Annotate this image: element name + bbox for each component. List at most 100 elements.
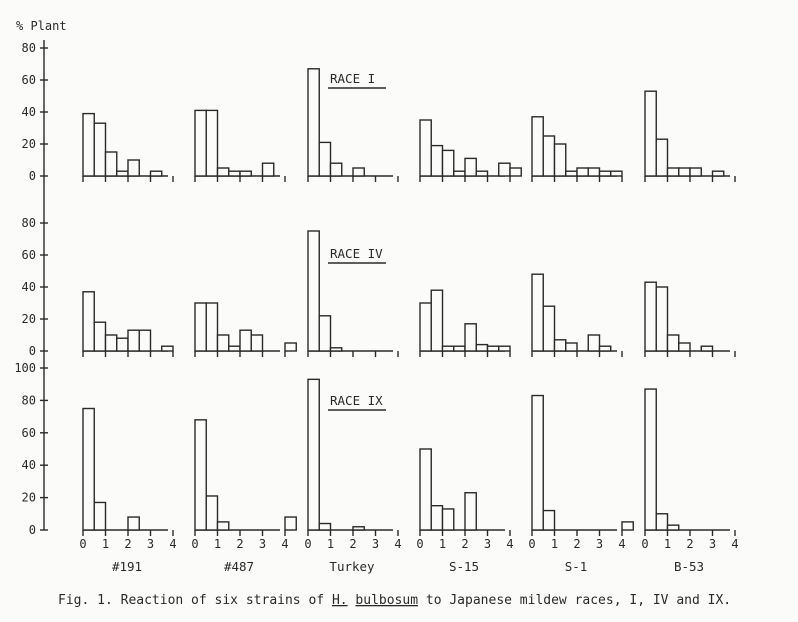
bar <box>621 521 634 531</box>
bar <box>104 334 118 352</box>
bar <box>598 345 612 352</box>
bar <box>205 495 219 531</box>
bar <box>678 342 691 352</box>
x-tick-label: 3 <box>596 537 603 551</box>
bar <box>138 329 152 352</box>
bar <box>553 339 567 352</box>
y-tick-label: 80 <box>22 393 36 407</box>
x-tick-label: 1 <box>214 537 221 551</box>
bar <box>194 109 207 177</box>
y-tick-label: 60 <box>22 73 36 87</box>
x-tick-label: 0 <box>641 537 648 551</box>
bar <box>329 162 343 177</box>
bar <box>542 509 556 531</box>
x-tick-label: 0 <box>304 537 311 551</box>
y-tick-label: 40 <box>22 105 36 119</box>
bar <box>700 345 714 352</box>
bar <box>430 289 444 352</box>
bar <box>194 419 207 531</box>
strain-label: S-15 <box>449 559 479 574</box>
panel-Turkey <box>307 68 399 182</box>
x-tick-labels-#487: 0 1 2 3 4 <box>191 537 288 551</box>
x-tick-label: 4 <box>169 537 176 551</box>
bar <box>644 90 657 177</box>
bar <box>149 170 163 177</box>
panel-Turkey <box>307 378 399 536</box>
panel-#487 <box>194 109 286 182</box>
panel-B-53 <box>644 90 736 182</box>
panel-B-53 <box>644 281 736 357</box>
bar <box>82 291 95 352</box>
caption-underlined-text: H. <box>332 593 348 608</box>
strain-label: Turkey <box>329 559 375 574</box>
bar <box>598 170 612 177</box>
x-tick-label: 2 <box>124 537 131 551</box>
strain-label: #487 <box>224 559 254 574</box>
bar <box>307 230 320 352</box>
bar <box>161 345 174 352</box>
bar <box>194 302 207 352</box>
x-tick-labels-S-1: 0 1 2 3 4 <box>528 537 625 551</box>
caption-text-part: Fig. 1. Reaction of six strains of <box>58 593 332 608</box>
panel-B-53 <box>644 388 736 536</box>
bar <box>216 167 230 177</box>
strain-label: #191 <box>112 559 142 574</box>
caption-underlined-text: bulbosum <box>355 593 418 608</box>
panel-S-1 <box>531 116 623 182</box>
bar <box>261 162 275 177</box>
race-label: RACE IV <box>330 246 383 261</box>
x-tick-labels-S-15: 0 1 2 3 4 <box>416 537 513 551</box>
x-tick-label: 4 <box>731 537 738 551</box>
panel-S-1 <box>531 273 623 357</box>
panel-#487 <box>194 419 297 536</box>
bar <box>127 159 140 177</box>
y-tick-label: 100 <box>14 361 36 375</box>
bar <box>441 508 455 531</box>
bar <box>565 170 578 177</box>
bar <box>576 167 589 177</box>
bar <box>318 315 332 352</box>
y-tick-label: 80 <box>22 41 36 55</box>
panel-#191 <box>82 291 174 357</box>
y-tick-label: 0 <box>29 344 36 358</box>
bar <box>553 143 567 177</box>
panel-S-15 <box>419 289 511 357</box>
bar <box>666 524 680 531</box>
bar <box>116 170 129 177</box>
panel-#191 <box>82 407 174 536</box>
bar <box>542 135 556 177</box>
x-tick-label: 3 <box>259 537 266 551</box>
bar <box>93 501 107 531</box>
bar <box>216 521 230 531</box>
x-tick-label: 3 <box>709 537 716 551</box>
panel-#487 <box>194 302 297 357</box>
caption-text-part: to Japanese mildew races, I, IV and IX. <box>418 593 731 608</box>
bar <box>419 448 432 531</box>
x-tick-label: 2 <box>349 537 356 551</box>
bar <box>610 170 623 177</box>
panel-Turkey <box>307 230 399 357</box>
bar <box>453 170 466 177</box>
bar <box>475 343 489 352</box>
bar <box>587 334 601 352</box>
y-tick-label: 20 <box>22 137 36 151</box>
bar <box>205 302 219 352</box>
bar <box>587 167 601 177</box>
x-tick-label: 1 <box>439 537 446 551</box>
bar <box>531 116 544 177</box>
bar <box>430 144 444 177</box>
bar <box>127 516 140 531</box>
bar <box>352 167 365 177</box>
bar <box>419 119 432 177</box>
y-tick-label: 80 <box>22 216 36 230</box>
bar <box>239 170 252 177</box>
bar <box>93 321 107 352</box>
x-tick-labels-B-53: 0 1 2 3 4 <box>641 537 738 551</box>
bar <box>655 138 669 177</box>
panel-row-2: 0 20 40 60 80 RACE IV <box>22 216 736 358</box>
bar <box>250 334 264 352</box>
bar <box>82 407 95 531</box>
caption-text-part <box>348 593 356 608</box>
bar <box>228 345 241 352</box>
